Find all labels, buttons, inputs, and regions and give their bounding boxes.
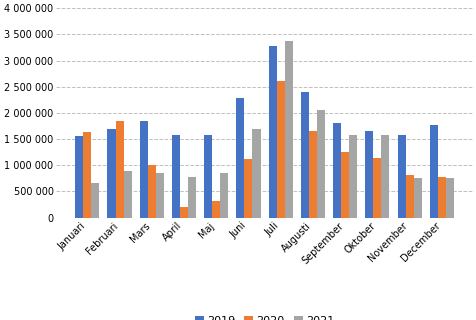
Bar (220, 173, 228, 218)
Bar (445, 178, 453, 218)
Bar (308, 131, 316, 218)
Bar (139, 121, 148, 218)
Bar (300, 92, 308, 218)
Bar (268, 46, 276, 218)
Bar (123, 171, 131, 218)
Bar (373, 158, 381, 218)
Bar (413, 178, 421, 218)
Bar (429, 125, 437, 218)
Bar (179, 207, 188, 218)
Bar (156, 172, 164, 218)
Bar (204, 135, 212, 218)
Bar (188, 177, 196, 218)
Bar (340, 152, 348, 218)
Bar (212, 201, 220, 218)
Bar (316, 110, 324, 218)
Bar (437, 177, 445, 218)
Bar (276, 82, 284, 218)
Bar (91, 183, 99, 218)
Bar (365, 131, 373, 218)
Bar (348, 135, 357, 218)
Bar (332, 123, 340, 218)
Bar (115, 121, 123, 218)
Bar (405, 175, 413, 218)
Bar (244, 159, 252, 218)
Bar (381, 135, 388, 218)
Bar (107, 129, 115, 218)
Legend: 2019, 2020, 2021: 2019, 2020, 2021 (190, 311, 338, 320)
Bar (75, 136, 83, 218)
Bar (171, 135, 179, 218)
Bar (83, 132, 91, 218)
Bar (148, 165, 156, 218)
Bar (236, 98, 244, 218)
Bar (284, 41, 292, 218)
Bar (397, 135, 405, 218)
Bar (252, 129, 260, 218)
